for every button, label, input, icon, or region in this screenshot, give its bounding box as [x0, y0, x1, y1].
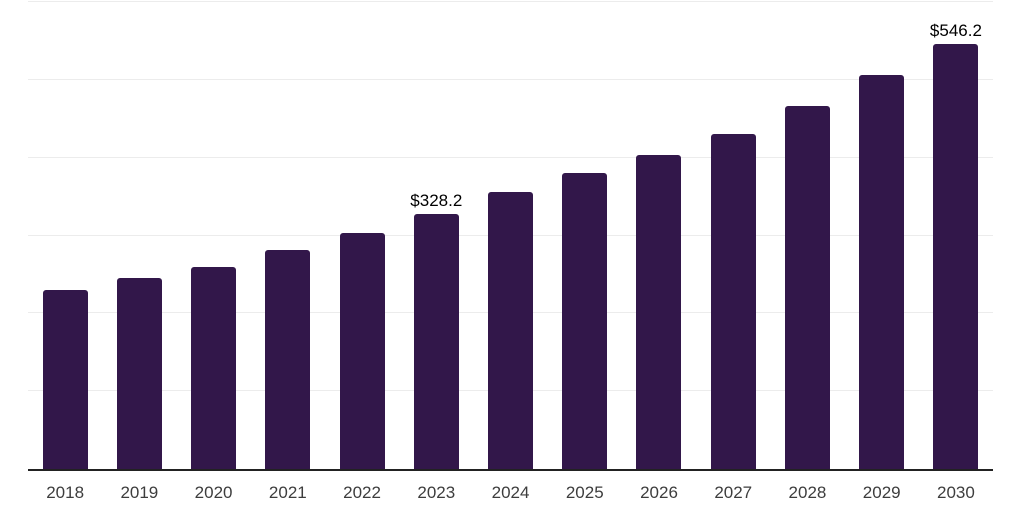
bar-2027: [710, 133, 756, 469]
bar-slot-2029: [845, 2, 919, 469]
bar-2029: [859, 75, 905, 469]
bar-slot-2024: [473, 2, 547, 469]
plot-area: $328.2 $546.2: [28, 1, 993, 469]
bar-2022: [339, 232, 385, 469]
value-label-2023: $328.2: [410, 190, 463, 210]
x-tick-label-2026: 2026: [640, 483, 678, 502]
bar-slot-2020: [176, 2, 250, 469]
x-axis-line: [28, 469, 993, 471]
x-tick-label-2030: 2030: [937, 483, 975, 502]
x-tick-label-2023: 2023: [417, 483, 456, 502]
x-tick-label-2019: 2019: [120, 483, 159, 502]
bar-2026: [636, 155, 682, 469]
bar-slot-2021: [251, 2, 325, 469]
bar-slot-2018: [28, 2, 102, 469]
gridline-500: [28, 78, 993, 80]
bar-2025: [562, 173, 608, 469]
x-tick-label-2028: 2028: [788, 483, 827, 502]
bar-2019: [116, 278, 162, 469]
bar-2030: $546.2: [930, 22, 982, 469]
x-tick-label-2020: 2020: [194, 483, 233, 502]
bar-2023: $328.2: [410, 192, 462, 469]
x-tick-label-2025: 2025: [565, 483, 604, 502]
x-tick-label-2018: 2018: [46, 483, 85, 502]
x-tick-label-2024: 2024: [491, 483, 530, 502]
x-tick-label-2029: 2029: [862, 483, 901, 502]
bar-slot-2028: [770, 2, 844, 469]
bar-slot-2025: [548, 2, 622, 469]
bar-2021: [265, 249, 311, 469]
value-label-2030: $546.2: [929, 20, 982, 40]
gridline-600: [28, 1, 993, 2]
bar-2020: [191, 267, 237, 469]
bar-slot-2027: [696, 2, 770, 469]
x-axis-labels: 2018 2019 2020 2021 2022 2023 2024 2025 2026 2027…: [28, 483, 993, 503]
bars: $328.2 $546.2: [28, 2, 993, 469]
gridline-400: [28, 156, 993, 158]
bar-slot-2030: $546.2: [919, 2, 993, 469]
x-tick-label-2027: 2027: [714, 483, 753, 502]
bar-slot-2026: [622, 2, 696, 469]
bar-2018: [42, 290, 88, 469]
bar-slot-2019: [102, 2, 176, 469]
bar-slot-2022: [325, 2, 399, 469]
x-tick-label-2021: 2021: [268, 483, 307, 502]
bar-slot-2023: $328.2: [399, 2, 473, 469]
bar-2024: [488, 191, 534, 469]
bar-2028: [784, 105, 830, 469]
x-tick-label-2022: 2022: [343, 483, 381, 502]
